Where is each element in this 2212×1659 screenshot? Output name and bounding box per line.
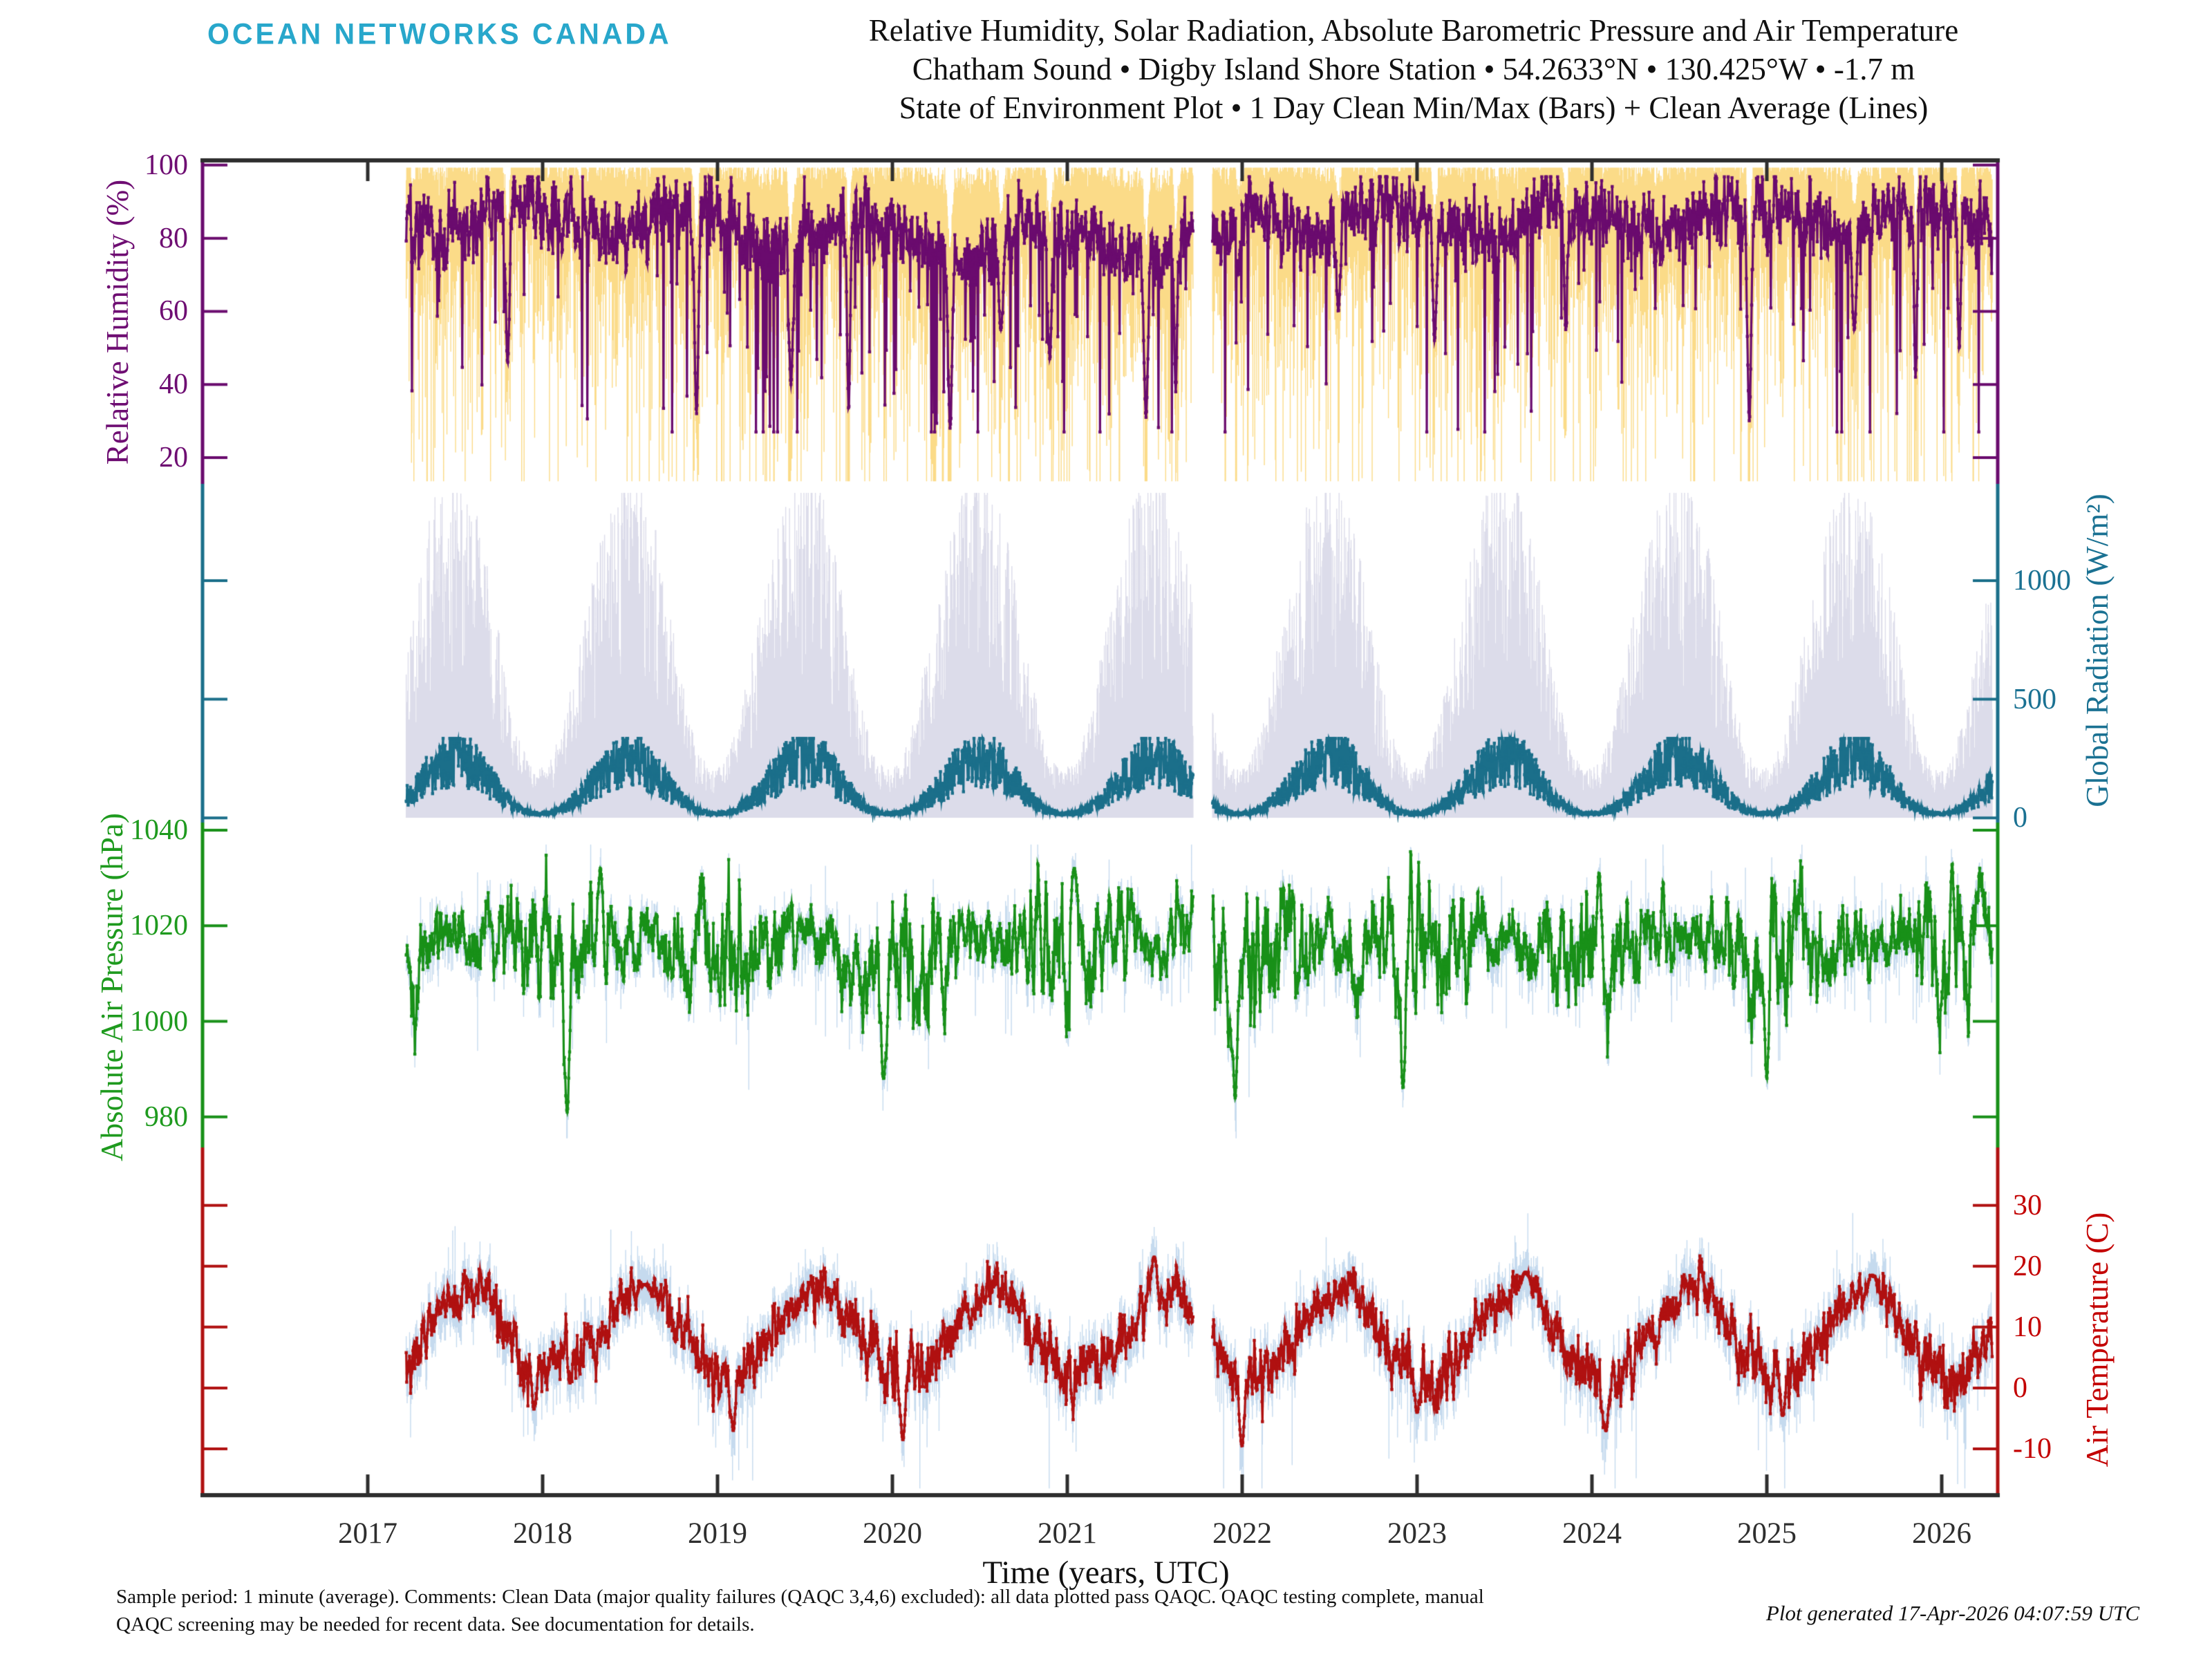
footer-comments-line-1: Sample period: 1 minute (average). Comme… (116, 1586, 1484, 1608)
y-tick-label-global-radiation: 0 (2013, 802, 2027, 834)
x-tick-label-year: 2019 (688, 1517, 747, 1550)
x-tick-label-year: 2026 (1912, 1517, 1971, 1550)
y-axis-label-global-radiation: Global Radiation (W/m²) (2080, 494, 2115, 807)
y-tick-label-air-temperature: 20 (2013, 1250, 2042, 1282)
x-tick-label-year: 2020 (863, 1517, 922, 1550)
plot-generated-timestamp: Plot generated 17-Apr-2026 04:07:59 UTC (1765, 1601, 2139, 1625)
y-tick-label-relative-humidity: 20 (159, 441, 188, 474)
x-tick-label-year: 2021 (1038, 1517, 1097, 1550)
plot-title-line-1: Relative Humidity, Solar Radiation, Abso… (868, 13, 1959, 48)
y-axis-label-air-pressure: Absolute Air Pressure (hPa) (95, 813, 129, 1161)
x-tick-label-year: 2017 (338, 1517, 397, 1550)
y-tick-label-absolute-air-pressure: 1040 (130, 814, 188, 847)
y-tick-label-air-temperature: 0 (2013, 1371, 2027, 1404)
x-axis-label: Time (years, UTC) (982, 1555, 1230, 1591)
y-tick-label-relative-humidity: 40 (159, 368, 188, 401)
y-axis-label-relative-humidity: Relative Humidity (%) (100, 179, 135, 465)
x-tick-label-year: 2022 (1212, 1517, 1272, 1550)
y-tick-label-global-radiation: 500 (2013, 683, 2056, 715)
y-tick-label-relative-humidity: 60 (159, 295, 188, 328)
x-tick-label-year: 2025 (1737, 1517, 1797, 1550)
y-tick-label-relative-humidity: 80 (159, 222, 188, 254)
y-tick-label-global-radiation: 1000 (2013, 565, 2071, 597)
y-tick-label-air-temperature: 10 (2013, 1311, 2042, 1343)
y-tick-label-air-temperature: 30 (2013, 1189, 2042, 1221)
plot-title-line-3: State of Environment Plot • 1 Day Clean … (899, 91, 1929, 125)
footer-comments-line-2: QAQC screening may be needed for recent … (116, 1613, 755, 1635)
y-axis-label-air-temperature: Air Temperature (C) (2080, 1212, 2115, 1468)
x-tick-label-year: 2024 (1562, 1517, 1622, 1550)
y-tick-label-absolute-air-pressure: 1020 (130, 910, 188, 942)
x-tick-label-year: 2023 (1387, 1517, 1447, 1550)
y-tick-label-absolute-air-pressure: 1000 (130, 1005, 188, 1038)
y-tick-label-relative-humidity: 100 (144, 149, 188, 181)
x-tick-label-year: 2018 (513, 1517, 572, 1550)
onc-logo: OCEAN NETWORKS CANADA (207, 17, 672, 50)
plot-title: Relative Humidity, Solar Radiation, Abso… (722, 11, 2105, 127)
plot-title-line-2: Chatham Sound • Digby Island Shore Stati… (912, 52, 1915, 86)
y-tick-label-absolute-air-pressure: 980 (144, 1100, 188, 1133)
y-tick-label-air-temperature: -10 (2013, 1433, 2052, 1465)
